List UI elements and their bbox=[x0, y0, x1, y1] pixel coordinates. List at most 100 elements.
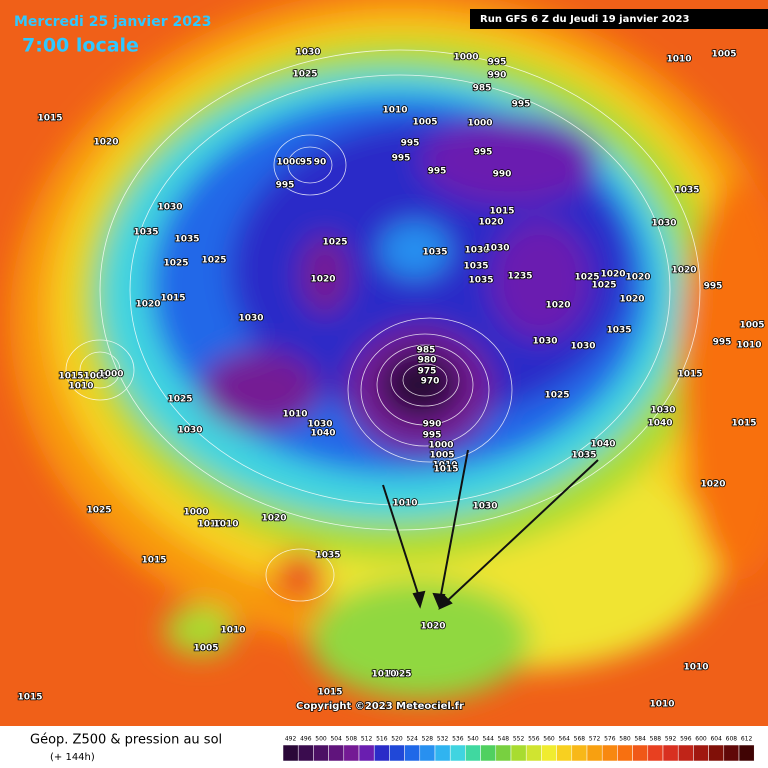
legend-swatch bbox=[297, 744, 314, 762]
legend-label: 596 bbox=[680, 736, 692, 743]
color-legend: 492 496 500 504 508 512 516 520 524 528 532 536 540 5… bbox=[282, 736, 755, 762]
pressure-label: 1015 bbox=[317, 688, 342, 698]
pressure-label: 995 bbox=[704, 282, 723, 292]
legend-label: 552 bbox=[513, 736, 525, 743]
legend-label: 504 bbox=[330, 736, 342, 743]
pressure-label: 1000 bbox=[428, 441, 453, 451]
legend-swatch bbox=[586, 744, 603, 762]
pressure-label: 995 bbox=[488, 58, 507, 68]
pressure-label: 1000 bbox=[183, 508, 208, 518]
pressure-label: 1010 bbox=[736, 341, 761, 351]
pressure-label: 990 bbox=[488, 71, 507, 81]
pressure-label: 1020 bbox=[671, 266, 696, 276]
pressure-label: 1035 bbox=[674, 186, 699, 196]
pressure-label: 1030 bbox=[464, 246, 489, 256]
pressure-label: 995 bbox=[401, 139, 420, 149]
pressure-label: 1030 bbox=[157, 203, 182, 213]
pressure-label: 1020 bbox=[261, 514, 286, 524]
pressure-label: 1020 bbox=[700, 480, 725, 490]
pressure-label: 1040 bbox=[310, 429, 335, 439]
pressure-label: 1010 bbox=[197, 520, 222, 530]
time: 7:00 locale bbox=[22, 35, 139, 57]
legend-label: 576 bbox=[604, 736, 616, 743]
pressure-label: 1015 bbox=[58, 372, 83, 382]
legend-label: 540 bbox=[467, 736, 479, 743]
isobars bbox=[65, 49, 701, 602]
pressure-label: 1030 bbox=[532, 337, 557, 347]
legend-swatch bbox=[404, 744, 421, 762]
pressure-label: 1005 bbox=[412, 118, 437, 128]
legend-swatch bbox=[662, 744, 679, 762]
pressure-label: 1020 bbox=[619, 295, 644, 305]
pressure-label: 995 bbox=[512, 100, 531, 110]
pressure-label: 985 bbox=[417, 346, 436, 356]
legend-swatch bbox=[525, 744, 542, 762]
legend-label: 548 bbox=[498, 736, 510, 743]
run-bar bbox=[470, 9, 768, 29]
pressure-label: 1020 bbox=[93, 138, 118, 148]
legend-label: 556 bbox=[528, 736, 540, 743]
pressure-label: 995 bbox=[423, 431, 442, 441]
pressure-label: 990 bbox=[423, 420, 442, 430]
pressure-label: 1005 bbox=[193, 644, 218, 654]
pressure-label: 1030 bbox=[650, 406, 675, 416]
pressure-label: 1010 bbox=[392, 499, 417, 509]
pressure-label: 1030 bbox=[484, 244, 509, 254]
legend-swatch bbox=[343, 744, 360, 762]
pressure-label: 1015 bbox=[489, 207, 514, 217]
pressure-label: 995 bbox=[392, 154, 411, 164]
legend-label: 524 bbox=[406, 736, 418, 743]
pressure-label: 1005 bbox=[739, 321, 764, 331]
pressure-label: 1000 bbox=[98, 370, 123, 380]
legend-swatch bbox=[647, 744, 664, 762]
pressure-label: 995 bbox=[276, 181, 295, 191]
legend-swatch bbox=[723, 744, 740, 762]
pressure-label: 990 bbox=[493, 170, 512, 180]
pressure-label: 975 bbox=[418, 367, 437, 377]
footer-title: Géop. Z500 & pression au sol bbox=[30, 733, 222, 748]
legend-swatch bbox=[677, 744, 694, 762]
legend-swatch bbox=[282, 744, 299, 762]
pressure-label: 1035 bbox=[571, 451, 596, 461]
pressure-label: 1010 bbox=[68, 382, 93, 392]
pressure-label: 1005 bbox=[711, 50, 736, 60]
pressure-label: 1020 bbox=[625, 273, 650, 283]
pressure-label: 1000 bbox=[453, 53, 478, 63]
legend-label: 496 bbox=[300, 736, 312, 743]
legend-label: 516 bbox=[376, 736, 388, 743]
pressure-label: 1025 bbox=[322, 238, 347, 248]
pressure-label: 1035 bbox=[463, 262, 488, 272]
legend-label: 612 bbox=[741, 736, 753, 743]
pressure-label: 1005 bbox=[83, 372, 108, 382]
run-info: Run GFS 6 Z du Jeudi 19 janvier 2023 bbox=[480, 14, 689, 25]
legend-label: 492 bbox=[285, 736, 297, 743]
legend-label: 564 bbox=[558, 736, 570, 743]
pressure-label: 1015 bbox=[677, 370, 702, 380]
pressure-label: 1025 bbox=[544, 391, 569, 401]
pressure-label: 1035 bbox=[468, 276, 493, 286]
pressure-label: 1020 bbox=[135, 300, 160, 310]
legend-label: 608 bbox=[726, 736, 738, 743]
legend-label: 600 bbox=[695, 736, 707, 743]
pressure-label: 1020 bbox=[545, 301, 570, 311]
legend-swatch bbox=[449, 744, 466, 762]
legend-label: 592 bbox=[665, 736, 677, 743]
pressure-label: 1015 bbox=[160, 294, 185, 304]
pressure-label: 1025 bbox=[86, 506, 111, 516]
pressure-label: 90 bbox=[314, 158, 327, 168]
pressure-label: 1000 bbox=[276, 158, 301, 168]
legend-swatch bbox=[328, 744, 345, 762]
legend-swatch bbox=[571, 744, 588, 762]
legend-swatch bbox=[601, 744, 618, 762]
pressure-label: 1010 bbox=[382, 106, 407, 116]
pressure-label: 1040 bbox=[590, 440, 615, 450]
legend-label: 528 bbox=[422, 736, 434, 743]
pressure-label: 1030 bbox=[238, 314, 263, 324]
legend-swatch bbox=[632, 744, 649, 762]
legend-label: 560 bbox=[543, 736, 555, 743]
pressure-label: 1020 bbox=[478, 218, 503, 228]
legend-swatch bbox=[693, 744, 709, 762]
pressure-label: 1020 bbox=[310, 275, 335, 285]
